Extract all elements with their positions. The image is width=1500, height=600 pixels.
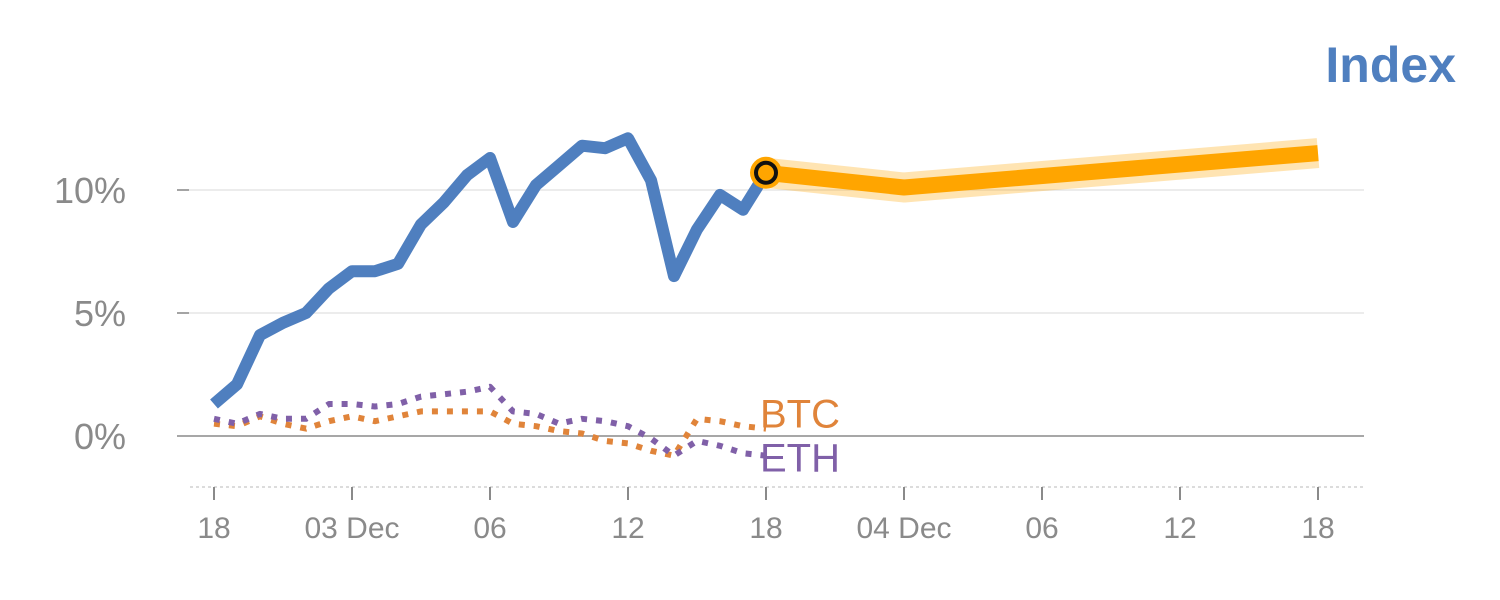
x-tick-label: 06 xyxy=(1025,512,1058,545)
x-tick-label: 03 Dec xyxy=(304,512,399,545)
eth-label: ETH xyxy=(760,437,840,481)
x-tick-label: 18 xyxy=(1301,512,1334,545)
gridlines xyxy=(177,189,1364,437)
eth-line xyxy=(213,383,767,459)
forecast-line xyxy=(765,145,1319,196)
series-layer xyxy=(210,132,1320,459)
chart-title: Index xyxy=(1325,37,1456,93)
btc-label: BTC xyxy=(760,393,840,437)
x-tick-label: 18 xyxy=(197,512,230,545)
x-tick-label: 06 xyxy=(473,512,506,545)
y-tick-label: 10% xyxy=(54,170,126,211)
x-tick-label: 12 xyxy=(1163,512,1196,545)
axes xyxy=(177,189,1366,500)
current-point-marker xyxy=(754,160,778,185)
x-tick-label: 12 xyxy=(611,512,644,545)
index-line xyxy=(210,132,772,409)
x-tick-label: 04 Dec xyxy=(856,512,951,545)
y-tick-label: 0% xyxy=(74,416,126,457)
y-tick-label: 5% xyxy=(74,293,126,334)
x-tick-label: 18 xyxy=(749,512,782,545)
btc-line xyxy=(213,408,767,459)
